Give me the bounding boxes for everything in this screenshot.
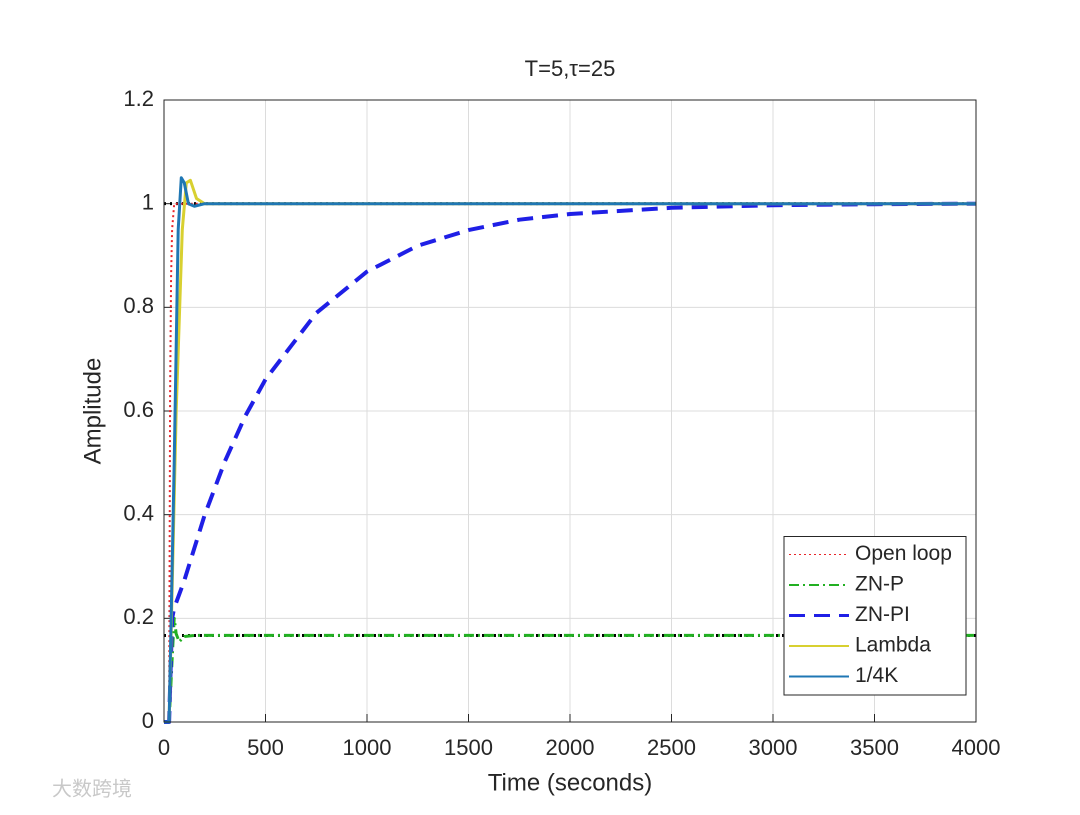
- chart-title: T=5,τ=25: [525, 56, 616, 81]
- x-tick-label: 3500: [850, 735, 899, 760]
- x-tick-label: 4000: [952, 735, 1001, 760]
- legend-label: Lambda: [855, 634, 931, 657]
- axes-box: [163, 99, 977, 723]
- x-tick-label: 1500: [444, 735, 493, 760]
- y-tick-label: 0.6: [123, 397, 154, 422]
- x-tick-label: 1000: [343, 735, 392, 760]
- y-tick-label: 0.8: [123, 293, 154, 318]
- x-tick-label: 2000: [546, 735, 595, 760]
- y-tick-label: 0.2: [123, 604, 154, 629]
- x-tick-label: 3000: [749, 735, 798, 760]
- watermark: 大数跨境: [52, 777, 132, 800]
- x-tick-label: 500: [247, 735, 284, 760]
- series-line: [164, 176, 976, 724]
- y-axis-label: Amplitude: [79, 358, 106, 465]
- legend-label: ZN-PI: [855, 603, 910, 626]
- legend-label: 1/4K: [855, 664, 898, 687]
- x-tick-label: 0: [158, 735, 170, 760]
- series-line: [164, 201, 977, 724]
- legend-label: Open loop: [855, 542, 952, 565]
- y-tick-label: 0: [142, 708, 154, 733]
- x-tick-label: 2500: [647, 735, 696, 760]
- y-tick-label: 1: [142, 189, 154, 214]
- legend-label: ZN-P: [855, 573, 904, 596]
- y-tick-label: 0.4: [123, 500, 154, 525]
- x-axis-label: Time (seconds): [488, 769, 652, 796]
- y-tick-label: 1.2: [123, 86, 154, 111]
